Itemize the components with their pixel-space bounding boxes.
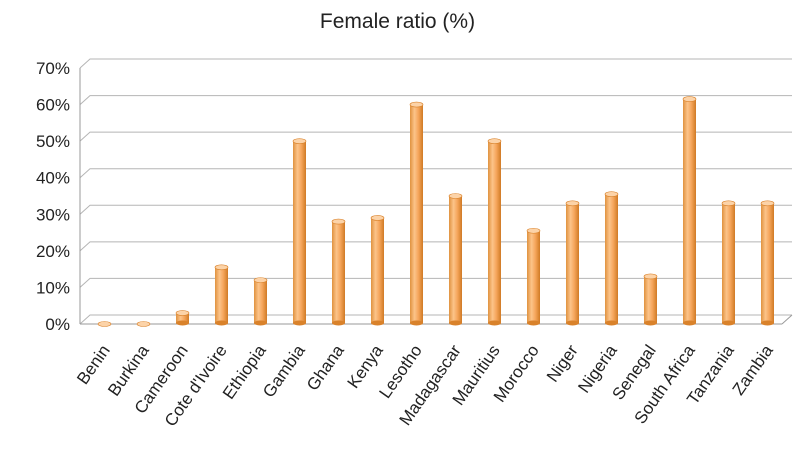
y-tick-label: 60% — [36, 96, 70, 115]
y-tick-label: 40% — [36, 169, 70, 188]
x-tick-label: Benin — [73, 341, 114, 388]
bar — [604, 191, 619, 326]
x-tick-label: Ghana — [303, 341, 348, 394]
bar — [331, 218, 346, 326]
gridline — [79, 131, 792, 142]
gridline — [79, 241, 792, 252]
x-tick-label: Niger — [543, 341, 582, 385]
bars — [97, 96, 775, 327]
y-tick-label: 50% — [36, 132, 70, 151]
y-tick-label: 20% — [36, 242, 70, 261]
bar — [253, 277, 268, 326]
gridline — [79, 95, 792, 105]
gridline — [79, 204, 792, 215]
bar — [175, 310, 190, 326]
x-tick-label: Zambia — [729, 341, 777, 399]
y-tick-label: 10% — [36, 278, 70, 297]
x-tick-label: Gambia — [259, 341, 309, 401]
bar — [370, 215, 385, 326]
bar — [97, 321, 112, 327]
y-tick-label: 70% — [36, 59, 70, 78]
bar — [721, 200, 736, 326]
y-tick-label: 0% — [45, 315, 70, 334]
bar — [682, 96, 697, 326]
bar — [214, 264, 229, 326]
gridline — [79, 314, 792, 325]
gridline — [79, 58, 792, 69]
y-tick-label: 30% — [36, 205, 70, 224]
bar — [448, 193, 463, 326]
gridline — [79, 277, 792, 288]
bar — [526, 227, 541, 326]
y-axis-ticks: 0% 10% 20% 30% 40% 50% 60% 70% — [36, 59, 70, 334]
floor-edge — [781, 314, 793, 325]
bar — [292, 138, 307, 326]
gridline — [79, 168, 792, 179]
bar — [409, 101, 424, 326]
bar — [643, 273, 658, 326]
bar — [136, 321, 151, 327]
gridlines — [79, 58, 793, 325]
chart-title: Female ratio (%) — [319, 10, 476, 33]
bar — [565, 200, 580, 326]
bar — [760, 200, 775, 326]
bar — [487, 138, 502, 326]
